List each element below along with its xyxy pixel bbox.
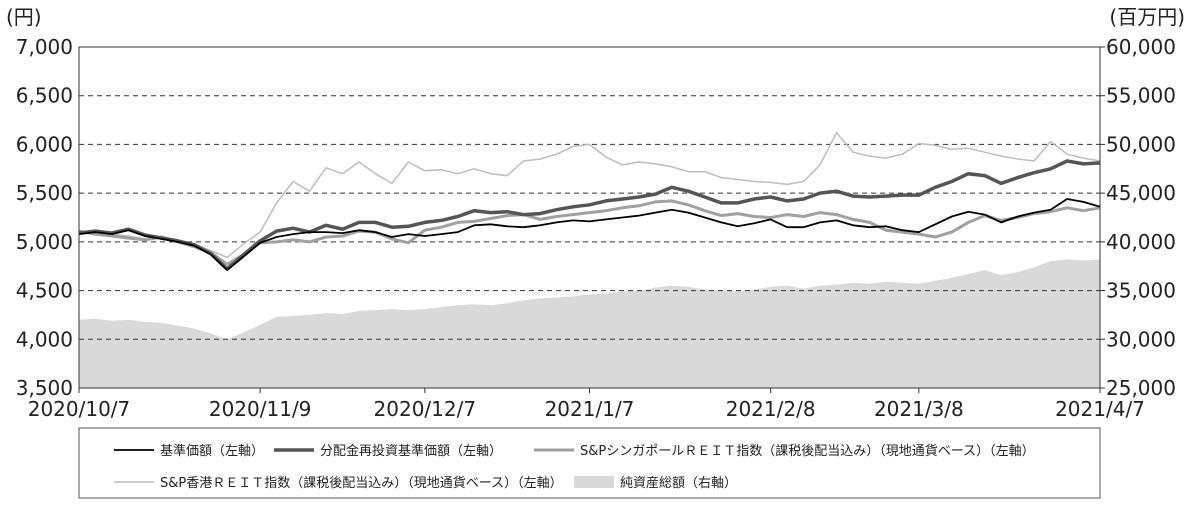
y-tick-label: 7,000 (16, 35, 73, 59)
y-tick-label: 4,000 (16, 327, 73, 351)
y2-tick-label: 55,000 (1106, 84, 1176, 108)
y2-tick-label: 60,000 (1106, 35, 1176, 59)
legend-swatch (574, 476, 614, 488)
y-tick-label: 6,500 (16, 84, 73, 108)
y2-tick-label: 45,000 (1106, 181, 1176, 205)
x-tick-label: 2021/1/7 (545, 397, 635, 421)
y-tick-label: 3,500 (16, 376, 73, 400)
y2-tick-label: 35,000 (1106, 279, 1176, 303)
x-tick-label: 2020/12/7 (374, 397, 477, 421)
y2-tick-label: 30,000 (1106, 327, 1176, 351)
y-axis-label: (円) (6, 5, 42, 29)
legend-label: S&P香港ＲＥＩＴ指数（課税後配当込み）（現地通貨ベース）（左軸） (160, 475, 563, 491)
area (79, 259, 1100, 388)
y2-tick-label: 40,000 (1106, 230, 1176, 254)
legend-label: 純資産総額（右軸） (620, 475, 737, 491)
y2-tick-label: 50,000 (1106, 132, 1176, 156)
x-tick-label: 2020/11/9 (209, 397, 312, 421)
legend-label: 分配金再投資基準価額（左軸） (320, 443, 502, 459)
y-tick-label: 4,500 (16, 279, 73, 303)
y2-tick-label: 25,000 (1106, 376, 1176, 400)
line (78, 159, 1101, 271)
legend-box (78, 427, 1101, 499)
line (78, 131, 1101, 259)
x-tick-label: 2021/3/8 (874, 397, 964, 421)
x-tick-label: 2021/2/8 (726, 397, 816, 421)
line (78, 198, 1101, 271)
y2-axis-label: (百万円) (1109, 5, 1185, 29)
line (78, 199, 1101, 266)
y-tick-label: 5,500 (16, 181, 73, 205)
x-tick-label: 2020/10/7 (28, 397, 131, 421)
legend-label: 基準価額（左軸） (160, 443, 264, 459)
legend-label: S&PシンガポールＲＥＩＴ指数（課税後配当込み）（現地通貨ベース）（左軸） (580, 443, 1035, 459)
y-tick-label: 5,000 (16, 230, 73, 254)
x-tick-label: 2021/4/7 (1055, 397, 1145, 421)
y-tick-label: 6,000 (16, 132, 73, 156)
